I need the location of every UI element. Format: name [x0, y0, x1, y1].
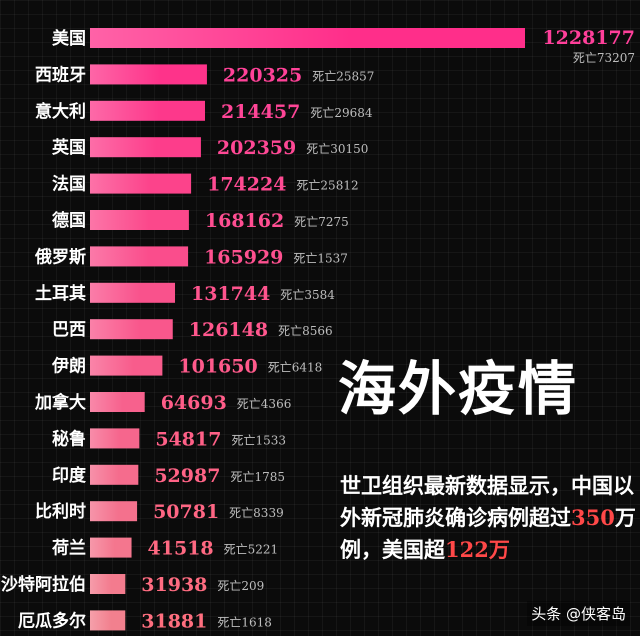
country-label: 俄罗斯: [34, 246, 86, 267]
bar-highlight: [90, 137, 201, 158]
value-label: 214457: [221, 101, 300, 123]
country-label: 加拿大: [34, 392, 86, 413]
value-label: 52987: [154, 465, 220, 487]
value-label: 50781: [153, 501, 219, 523]
country-label: 德国: [52, 210, 86, 231]
bar-highlight: [90, 428, 140, 449]
bar-highlight: [90, 28, 525, 48]
country-label: 荷兰: [52, 538, 86, 559]
bar-highlight: [90, 537, 132, 558]
bar-highlight: [90, 392, 145, 412]
value-label: 131744: [191, 283, 270, 305]
country-label: 意大利: [35, 101, 86, 122]
value-label: 174224: [207, 174, 286, 196]
bar-highlight: [90, 282, 176, 303]
value-label: 165929: [204, 246, 283, 268]
country-label: 美国: [52, 28, 86, 49]
death-label: 死亡7275: [294, 215, 349, 229]
country-label: 厄瓜多尔: [18, 610, 86, 631]
country-label: 西班牙: [35, 65, 86, 85]
bar-highlight: [90, 319, 173, 340]
bar-highlight: [90, 173, 192, 194]
death-label: 死亡4366: [237, 397, 292, 411]
value-label: 31938: [141, 574, 207, 596]
watermark: 头条 @侠客岛: [527, 601, 630, 626]
death-label: 死亡25857: [312, 69, 374, 83]
headline: 海外疫情: [338, 355, 579, 423]
value-label: 126148: [189, 319, 268, 341]
value-label: 41518: [148, 538, 214, 560]
country-label: 伊朗: [51, 356, 86, 377]
country-label: 秘鲁: [52, 428, 86, 449]
death-label: 死亡5221: [224, 543, 279, 557]
bar-highlight: [90, 64, 207, 85]
death-label: 死亡30150: [306, 142, 368, 156]
value-label: 31881: [141, 610, 207, 632]
subtext-num1: 350: [571, 505, 615, 530]
value-label: 64693: [161, 392, 227, 414]
bar-highlight: [90, 464, 139, 485]
death-label: 死亡8339: [229, 506, 284, 520]
death-label: 死亡3584: [280, 288, 335, 302]
bar-highlight: [90, 501, 138, 522]
value-label: 168162: [205, 210, 284, 232]
bar-highlight: [90, 355, 163, 376]
country-label: 比利时: [35, 501, 86, 522]
bar-highlight: [90, 574, 126, 594]
bar-highlight: [90, 100, 205, 121]
death-label: 死亡1618: [217, 615, 272, 629]
death-label: 死亡29684: [310, 106, 373, 120]
country-label: 法国: [52, 174, 86, 195]
country-label: 沙特阿拉伯: [1, 574, 86, 595]
value-label: 54817: [155, 428, 221, 450]
bar-highlight: [90, 610, 126, 631]
death-label: 死亡209: [217, 579, 264, 593]
value-label: 1228177: [542, 27, 635, 49]
value-label: 220325: [223, 64, 302, 86]
subtext-num2: 122万: [445, 537, 510, 562]
subtext-part2: 万例，美国超: [340, 505, 636, 562]
value-label: 101650: [178, 356, 257, 378]
death-label: 死亡1533: [231, 433, 286, 447]
bar-highlight: [90, 246, 189, 267]
country-label: 巴西: [52, 320, 86, 340]
death-label: 死亡1537: [293, 251, 348, 265]
subtext-part1: 世卫组织最新数据显示，中国以外新冠肺炎确诊病例超过: [340, 473, 634, 530]
country-label: 英国: [52, 137, 86, 158]
death-label: 死亡8566: [278, 324, 333, 338]
country-label: 土耳其: [35, 283, 86, 304]
death-label: 死亡73207: [573, 51, 635, 65]
country-label: 印度: [52, 465, 87, 486]
death-label: 死亡6418: [268, 361, 323, 375]
subtext: 世卫组织最新数据显示，中国以外新冠肺炎确诊病例超过350万例，美国超122万: [340, 470, 636, 566]
value-label: 202359: [217, 137, 296, 159]
death-label: 死亡25812: [296, 179, 358, 193]
bar-highlight: [90, 210, 189, 230]
death-label: 死亡1785: [230, 470, 285, 484]
